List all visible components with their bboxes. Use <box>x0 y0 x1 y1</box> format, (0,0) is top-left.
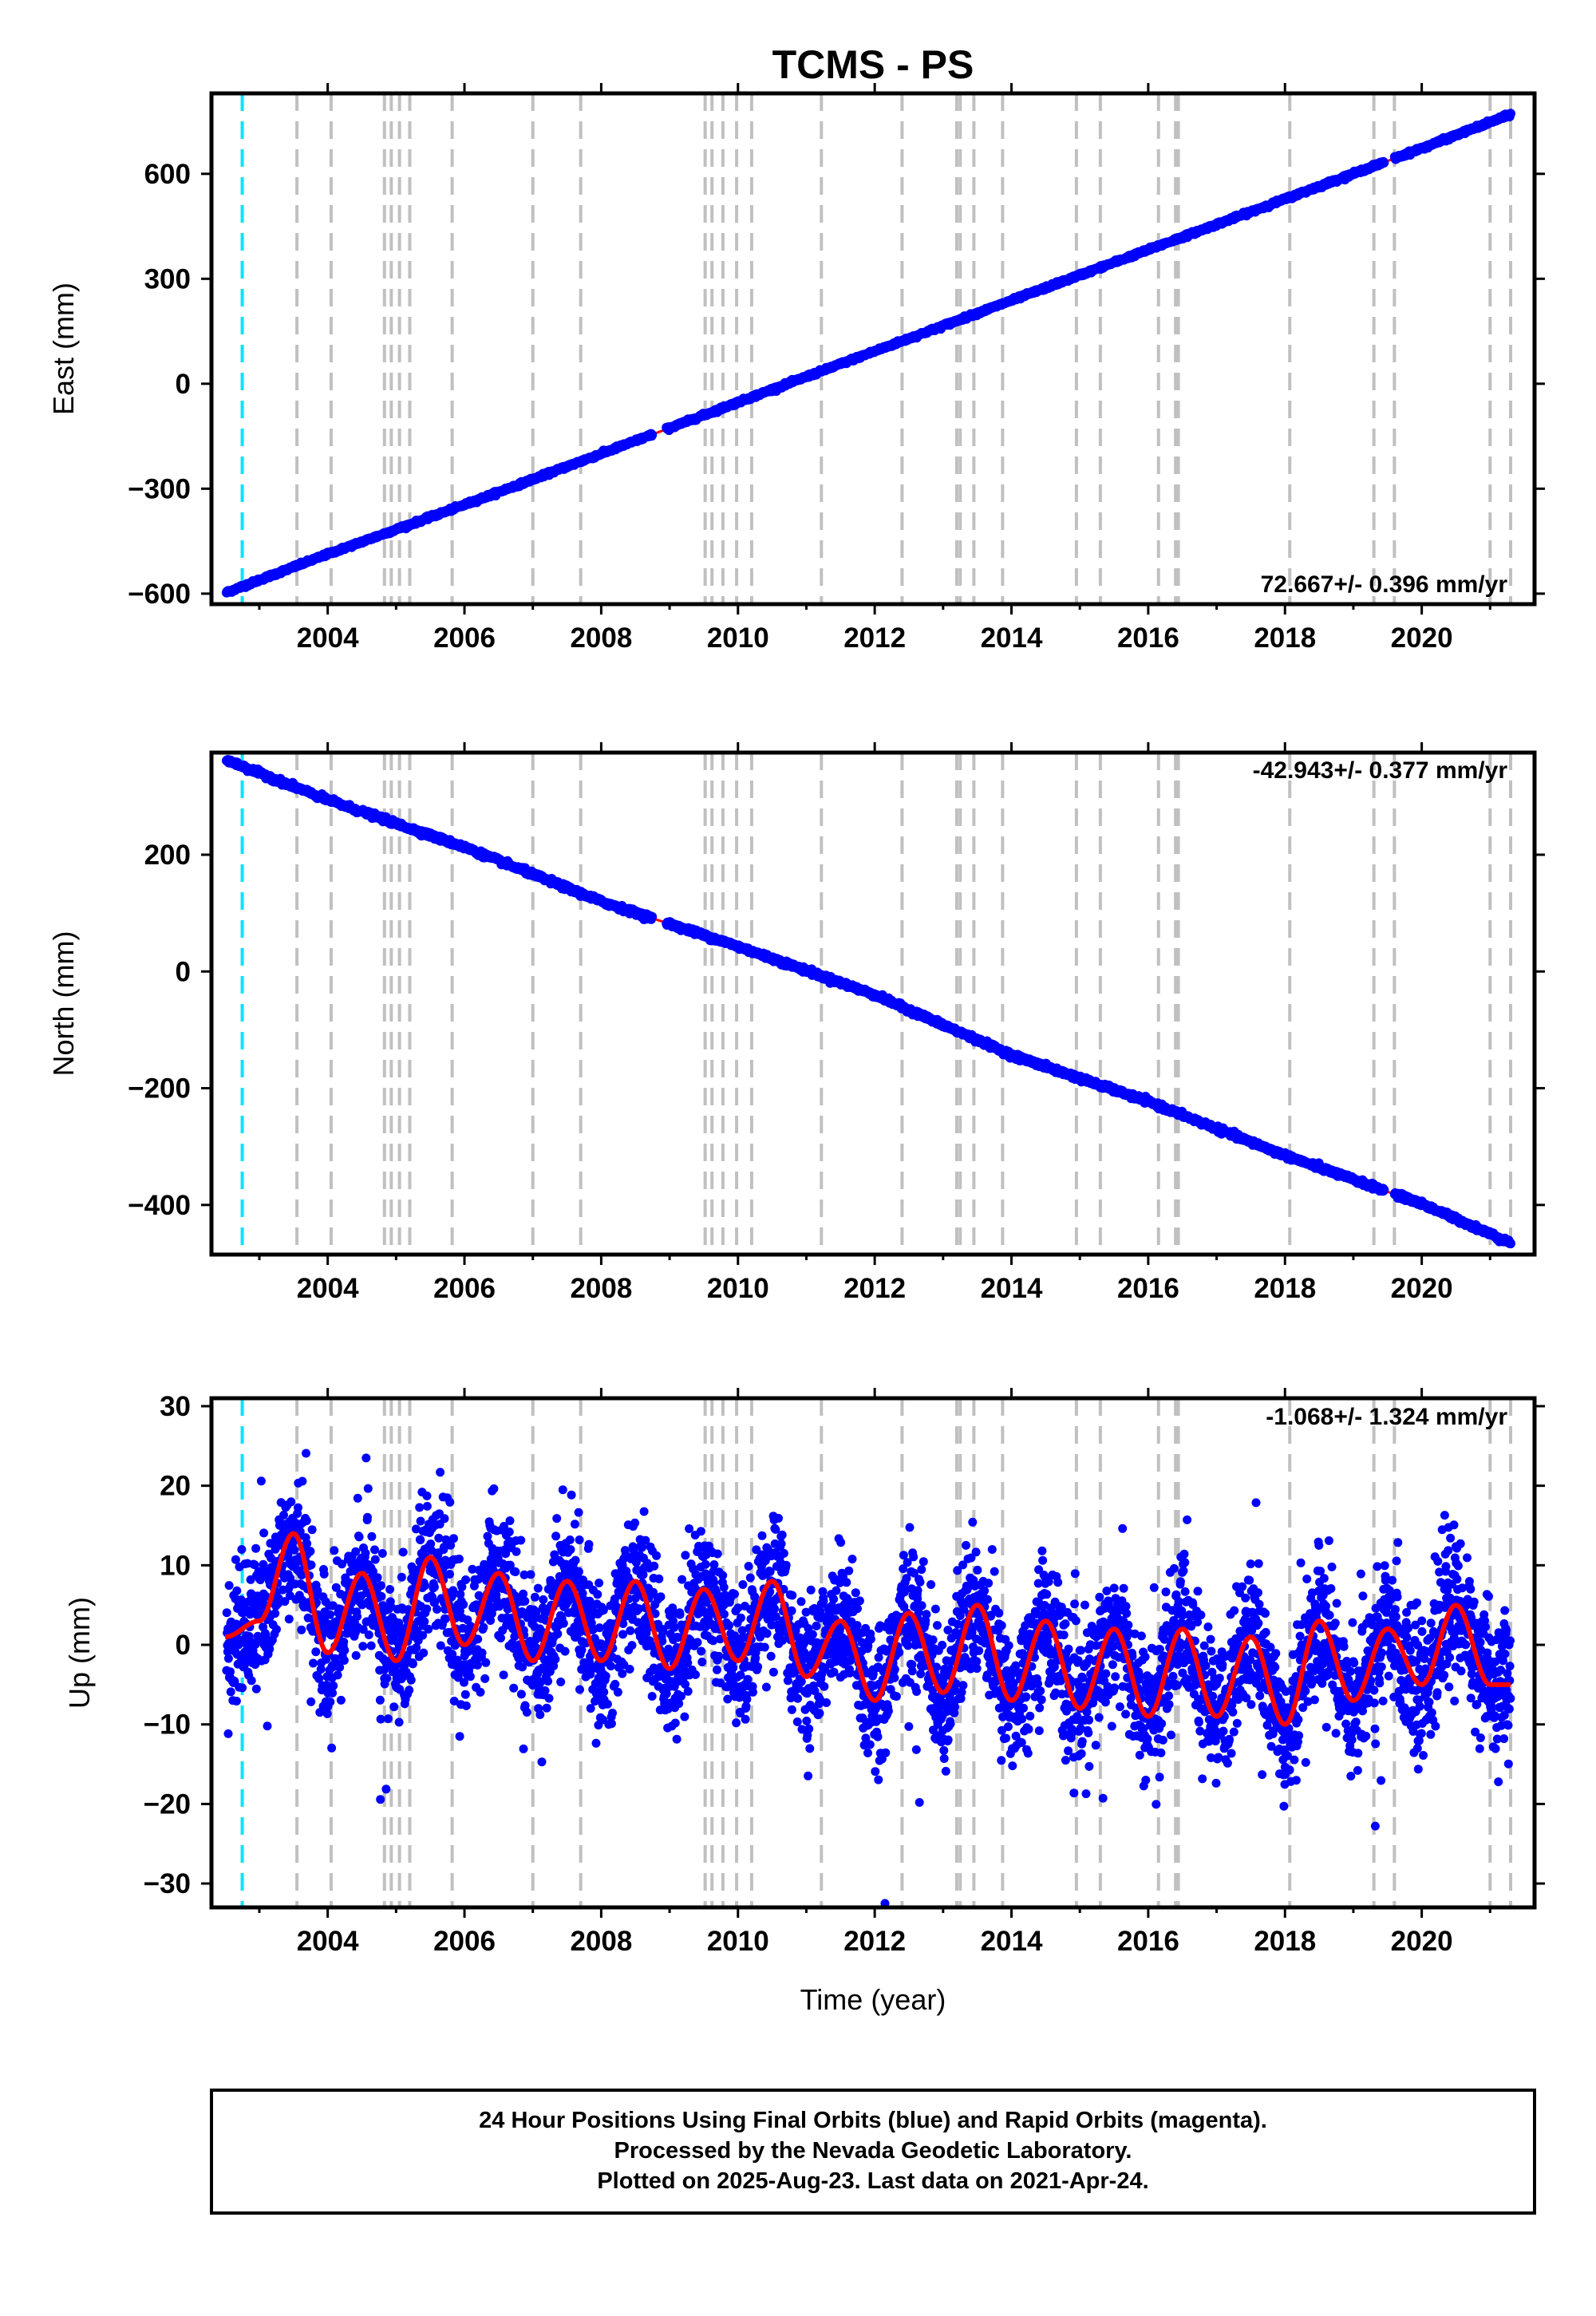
x-tick-label: 2020 <box>1391 622 1453 654</box>
data-point <box>1506 109 1515 119</box>
x-tick-label: 2006 <box>433 622 496 654</box>
x-tick-label: 2008 <box>570 622 632 654</box>
east-panel: 2004 2006 2008 2010 2012 2014 2016 2018 2020 −600… <box>47 83 1545 654</box>
y-tick-label: 300 <box>144 263 191 294</box>
data-point <box>1379 1184 1389 1195</box>
east-event-lines <box>240 93 1513 604</box>
x-tick-label: 2018 <box>1254 622 1316 654</box>
y-tick-label: −300 <box>128 473 191 504</box>
north-event-lines <box>240 753 1513 1255</box>
x-tick-label: 2012 <box>843 622 906 654</box>
x-tick-label: 2010 <box>707 622 769 654</box>
x-tick-label: 2016 <box>1117 622 1179 654</box>
x-tick-label: 2004 <box>297 622 359 654</box>
east-rate-label: 72.667+/- 0.396 mm/yr <box>1261 571 1508 598</box>
y-tick-label: −600 <box>128 579 191 610</box>
data-point <box>1379 158 1389 168</box>
east-y-axis-label: East (mm) <box>47 283 80 415</box>
north-data-points <box>221 755 1515 1249</box>
data-point <box>647 911 658 922</box>
east-data-points <box>221 109 1515 598</box>
chart-title: TCMS - PS <box>772 42 974 87</box>
x-tick-label: 2014 <box>981 622 1043 654</box>
y-tick-label: 0 <box>176 369 191 400</box>
y-tick-label: 600 <box>144 159 191 190</box>
north-panel: 2004 2006 2008 2010 2012 2014 2016 2018 2020−400… <box>47 742 1545 1304</box>
data-point <box>647 429 658 440</box>
